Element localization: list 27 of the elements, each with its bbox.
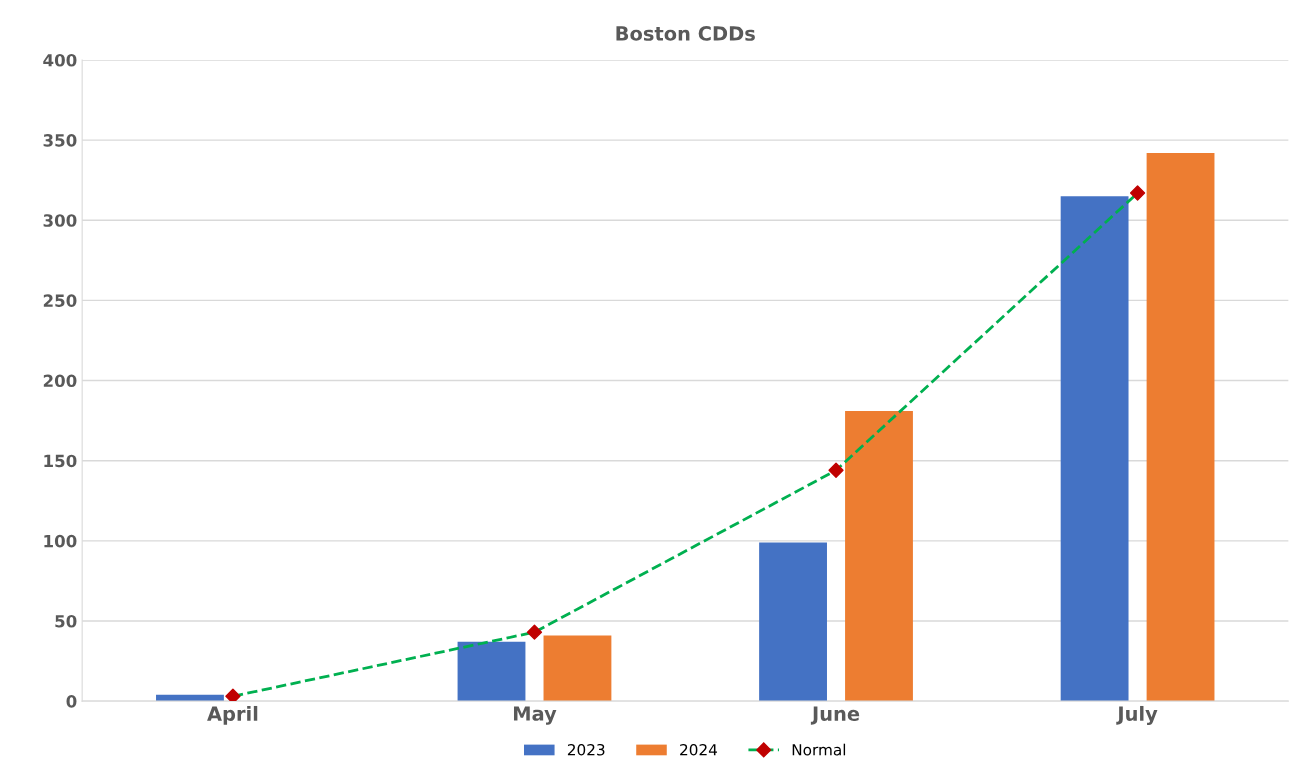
y-tick-label: 50 <box>55 614 77 628</box>
bar <box>457 641 526 702</box>
y-tick-label: 0 <box>66 695 77 708</box>
point <box>1129 185 1146 201</box>
bar <box>1060 196 1129 702</box>
x-tick-label: June <box>810 706 860 725</box>
bar <box>1146 152 1215 702</box>
chart-title: Boston CDDs <box>616 26 755 41</box>
y-tick-label: 200 <box>43 374 77 388</box>
legend-label: 2024 <box>680 743 718 756</box>
y-tick-label: 300 <box>43 214 77 227</box>
bar <box>759 542 827 702</box>
bar <box>543 635 612 702</box>
y-tick-label: 150 <box>44 454 77 468</box>
point <box>526 624 543 640</box>
x-tick-label: July <box>1116 705 1158 725</box>
legend-label: Normal <box>792 743 846 756</box>
y-tick-label: 350 <box>43 134 77 147</box>
x-tick-label: April <box>207 705 258 725</box>
x-tick-label: May <box>513 706 557 725</box>
y-tick-label: 400 <box>43 53 77 67</box>
bar <box>845 410 913 702</box>
point <box>225 688 241 702</box>
y-tick-label: 250 <box>43 294 77 307</box>
y-tick-label: 100 <box>44 534 77 548</box>
legend-label: 2023 <box>567 743 605 756</box>
point <box>828 462 844 478</box>
